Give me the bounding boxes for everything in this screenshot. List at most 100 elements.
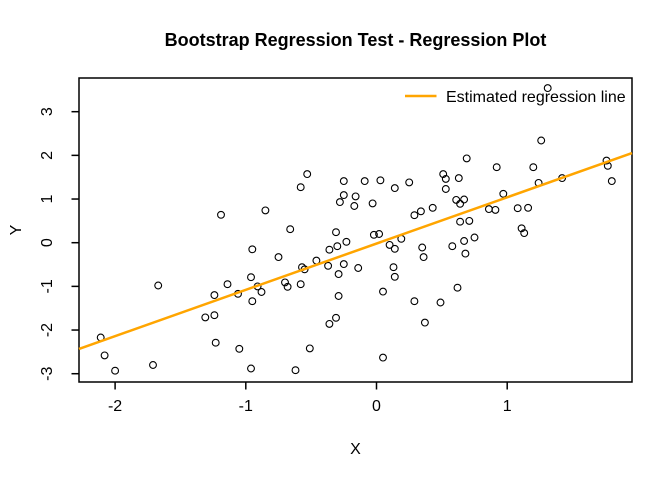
data-point — [351, 192, 360, 201]
data-point — [484, 205, 493, 214]
data-point — [452, 195, 461, 204]
data-point — [154, 281, 163, 290]
data-point — [305, 344, 314, 353]
data-point — [369, 230, 378, 239]
data-point — [334, 270, 343, 279]
data-point — [303, 170, 312, 179]
data-point — [460, 195, 469, 204]
data-point — [492, 163, 501, 172]
data-point — [235, 344, 244, 353]
data-point — [342, 237, 351, 246]
data-point — [543, 84, 552, 93]
data-point — [376, 176, 385, 185]
data-point — [390, 272, 399, 281]
chart-title: Bootstrap Regression Test - Regression P… — [165, 30, 547, 50]
x-axis-label: X — [350, 441, 361, 458]
y-tick-label: -2 — [39, 323, 56, 337]
data-point — [607, 177, 616, 186]
data-point — [332, 313, 340, 322]
plot-data-layer: -2 -1 0 1 3 2 1 0 -1 -2 -3 — [39, 84, 633, 415]
y-tick-label: 2 — [39, 151, 56, 160]
data-point — [283, 282, 292, 291]
data-point — [324, 261, 333, 270]
data-point — [325, 245, 334, 254]
legend: Estimated regression line — [405, 89, 626, 106]
data-point — [379, 353, 387, 362]
data-point — [375, 230, 384, 238]
data-point — [428, 203, 437, 212]
data-point — [405, 178, 414, 187]
plot-box — [78, 77, 633, 383]
data-point — [291, 366, 300, 375]
data-point — [454, 174, 463, 183]
x-tick-label: 0 — [372, 398, 381, 415]
regression-line — [78, 151, 633, 351]
data-point — [335, 198, 344, 207]
x-tick-label: -1 — [239, 398, 253, 415]
data-point — [334, 292, 343, 300]
data-point — [441, 174, 450, 183]
data-point — [379, 287, 387, 296]
y-tick-label: -3 — [39, 366, 56, 380]
data-point — [149, 361, 157, 369]
data-point — [520, 229, 529, 238]
data-point — [332, 228, 340, 237]
data-point — [461, 249, 470, 258]
data-point — [517, 224, 526, 233]
data-point — [325, 319, 334, 328]
data-point — [217, 210, 225, 219]
data-point — [247, 273, 255, 282]
legend-label: Estimated regression line — [446, 89, 626, 106]
data-point — [286, 225, 295, 234]
data-point — [223, 280, 232, 289]
data-point — [211, 338, 220, 347]
data-point — [465, 216, 474, 225]
data-point — [462, 154, 471, 163]
data-point — [418, 243, 427, 252]
data-point — [360, 177, 369, 186]
x-tick-label: 1 — [503, 398, 512, 415]
data-point — [416, 207, 425, 216]
data-point — [247, 364, 255, 373]
data-point — [389, 263, 398, 272]
data-point — [248, 245, 257, 254]
data-point — [339, 177, 348, 186]
data-point — [491, 205, 500, 214]
data-point — [499, 189, 508, 198]
data-point — [281, 278, 289, 287]
data-point — [456, 217, 465, 226]
data-point — [210, 311, 219, 320]
data-point — [350, 202, 359, 210]
data-point — [460, 237, 469, 245]
data-point — [201, 313, 210, 322]
data-point — [339, 260, 348, 269]
data-point — [441, 185, 450, 193]
data-point — [100, 351, 109, 360]
y-axis-label: Y — [8, 224, 25, 235]
data-point — [456, 199, 465, 208]
y-tick-label: 0 — [39, 238, 56, 247]
data-point — [296, 183, 305, 192]
data-point — [410, 211, 419, 220]
data-point — [385, 240, 394, 249]
data-point — [210, 291, 219, 300]
y-tick-label: 1 — [39, 194, 56, 203]
data-point — [390, 184, 399, 193]
data-point — [513, 204, 522, 213]
data-point — [524, 203, 533, 212]
data-point — [248, 297, 257, 306]
data-point — [439, 170, 448, 179]
data-point — [261, 206, 270, 215]
data-point — [296, 280, 305, 289]
x-tick-label: -2 — [108, 398, 122, 415]
data-point — [537, 136, 546, 145]
data-point — [529, 163, 538, 172]
data-point — [470, 233, 479, 242]
data-point — [354, 264, 363, 272]
data-point — [453, 283, 462, 292]
y-tick-label: 3 — [39, 107, 56, 116]
data-point — [420, 318, 429, 327]
data-point — [436, 298, 445, 307]
